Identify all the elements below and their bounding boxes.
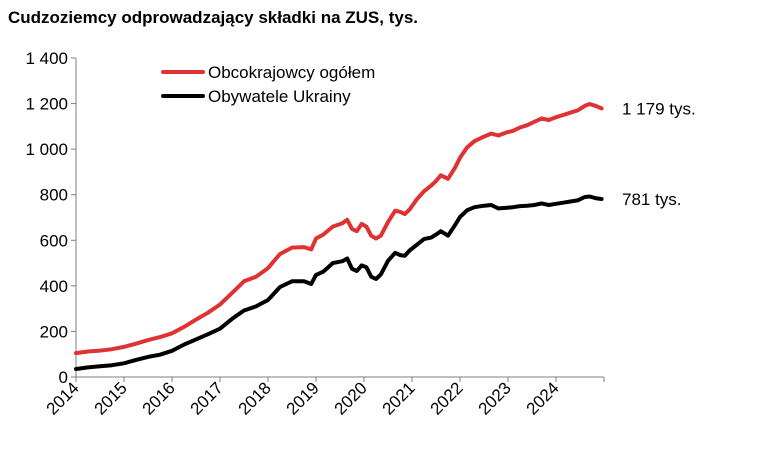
y-tick-label: 1 000 — [25, 140, 68, 159]
y-tick-label: 800 — [40, 186, 68, 205]
y-axis-ticks: 0 200 400 600 800 1 000 1 200 1 400 — [25, 49, 76, 387]
x-tick-label: 2019 — [283, 378, 323, 418]
x-tick-label: 2020 — [331, 378, 371, 418]
y-tick-label: 0 — [59, 368, 68, 387]
x-axis-ticks: 2014 2015 2016 2017 2018 2019 2020 2021 2022 2023… — [43, 377, 605, 419]
y-tick-label: 600 — [40, 231, 68, 250]
series-line-obcokrajowcy — [74, 102, 604, 356]
x-tick-label: 2014 — [43, 378, 83, 418]
axes — [75, 58, 604, 378]
legend: Obcokrajowcy ogółem Obywatele Ukrainy — [161, 63, 375, 106]
x-tick-label: 2023 — [475, 378, 515, 418]
y-tick-label: 200 — [40, 322, 68, 341]
end-labels: 1 179 tys. 781 tys. — [622, 99, 696, 209]
x-tick-label: 2015 — [91, 378, 131, 418]
x-tick-label: 2024 — [523, 378, 563, 418]
y-tick-label: 400 — [40, 277, 68, 296]
end-label-obcokrajowcy: 1 179 tys. — [622, 99, 696, 118]
series-line-ukraina — [74, 194, 604, 371]
x-tick-label: 2018 — [235, 378, 275, 418]
series-lines — [74, 102, 604, 371]
legend-label-ukraina: Obywatele Ukrainy — [208, 87, 351, 106]
y-tick-label: 1 200 — [25, 95, 68, 114]
y-tick-label: 1 400 — [25, 49, 68, 68]
x-tick-label: 2021 — [379, 378, 419, 418]
legend-label-obcokrajowcy: Obcokrajowcy ogółem — [208, 63, 375, 82]
chart-title: Cudzoziemcy odprowadzający składki na ZU… — [8, 8, 419, 27]
end-label-ukraina: 781 tys. — [622, 190, 682, 209]
x-tick-label: 2017 — [187, 378, 227, 418]
x-tick-label: 2022 — [427, 378, 467, 418]
x-tick-label: 2016 — [139, 378, 179, 418]
